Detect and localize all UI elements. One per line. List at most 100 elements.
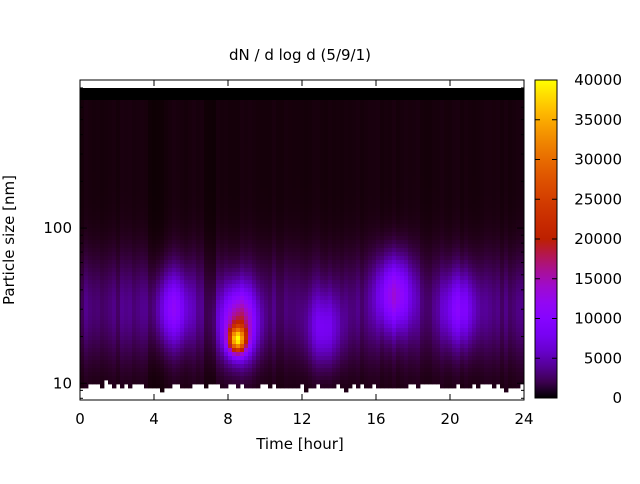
heatmap-cell	[136, 120, 141, 125]
heatmap-cell	[224, 188, 229, 193]
heatmap-cell	[160, 124, 165, 129]
heatmap-cell	[216, 240, 221, 245]
heatmap-cell	[88, 240, 93, 245]
heatmap-cell	[256, 160, 261, 165]
heatmap-cell	[84, 84, 89, 89]
heatmap-cell	[212, 300, 217, 305]
heatmap-cell	[244, 176, 249, 181]
heatmap-cell	[152, 360, 157, 365]
heatmap-cell	[240, 316, 245, 321]
heatmap-cell	[276, 196, 281, 201]
heatmap-cell	[164, 204, 169, 209]
heatmap-cell	[136, 164, 141, 169]
heatmap-cell	[128, 268, 133, 273]
heatmap-cell	[132, 280, 137, 285]
heatmap-cell	[312, 88, 317, 93]
heatmap-cell	[156, 300, 161, 305]
heatmap-cell	[336, 320, 341, 325]
heatmap-cell	[152, 108, 157, 113]
heatmap-cell	[232, 212, 237, 217]
heatmap-cell	[296, 180, 301, 185]
heatmap-cell	[216, 340, 221, 345]
heatmap-cell	[92, 180, 97, 185]
heatmap-cell	[256, 296, 261, 301]
heatmap-cell	[144, 328, 149, 333]
heatmap-cell	[132, 200, 137, 205]
heatmap-cell	[276, 380, 281, 385]
heatmap-cell	[328, 232, 333, 237]
heatmap-cell	[156, 88, 161, 93]
heatmap-cell	[84, 172, 89, 177]
heatmap-cell	[272, 200, 277, 205]
heatmap-cell	[256, 272, 261, 277]
heatmap-cell	[260, 316, 265, 321]
heatmap-cell	[100, 144, 105, 149]
heatmap-cell	[148, 192, 153, 197]
heatmap-cell	[168, 132, 173, 137]
heatmap-cell	[304, 336, 309, 341]
heatmap-cell	[184, 288, 189, 293]
heatmap-cell	[200, 296, 205, 301]
heatmap-cell	[232, 240, 237, 245]
heatmap-cell	[300, 364, 305, 369]
heatmap-cell	[272, 324, 277, 329]
heatmap-cell	[148, 240, 153, 245]
heatmap-cell	[144, 256, 149, 261]
heatmap-cell	[248, 220, 253, 225]
heatmap-cell	[240, 260, 245, 265]
heatmap-cell	[200, 136, 205, 141]
heatmap-cell	[272, 272, 277, 277]
heatmap-cell	[236, 220, 241, 225]
heatmap-cell	[96, 228, 101, 233]
heatmap-cell	[100, 240, 105, 245]
heatmap-cell	[132, 244, 137, 249]
heatmap-cell	[220, 216, 225, 221]
heatmap-cell	[204, 88, 209, 93]
heatmap-cell	[156, 292, 161, 297]
heatmap-cell	[164, 288, 169, 293]
heatmap-cell	[184, 372, 189, 377]
heatmap-cell	[172, 80, 177, 85]
heatmap-cell	[124, 344, 129, 349]
heatmap-cell	[80, 384, 85, 389]
heatmap-cell	[196, 308, 201, 313]
heatmap-cell	[276, 376, 281, 381]
heatmap-cell	[236, 172, 241, 177]
heatmap-cell	[120, 348, 125, 353]
heatmap-cell	[328, 272, 333, 277]
heatmap-cell	[224, 180, 229, 185]
heatmap-cell	[216, 92, 221, 97]
heatmap-cell	[260, 372, 265, 377]
heatmap-cell	[92, 120, 97, 125]
heatmap-cell	[144, 160, 149, 165]
heatmap-cell	[232, 260, 237, 265]
heatmap-cell	[244, 280, 249, 285]
heatmap-cell	[196, 260, 201, 265]
heatmap-cell	[152, 308, 157, 313]
heatmap-cell	[188, 132, 193, 137]
heatmap-cell	[168, 216, 173, 221]
heatmap-cell	[160, 92, 165, 97]
heatmap-cell	[284, 240, 289, 245]
heatmap-cell	[336, 224, 341, 229]
heatmap-cell	[192, 208, 197, 213]
heatmap-cell	[300, 216, 305, 221]
heatmap-cell	[224, 312, 229, 317]
heatmap-cell	[220, 252, 225, 257]
heatmap-cell	[296, 280, 301, 285]
heatmap-cell	[120, 260, 125, 265]
heatmap-cell	[160, 120, 165, 125]
heatmap-cell	[288, 264, 293, 269]
heatmap-cell	[124, 352, 129, 357]
heatmap-cell	[224, 372, 229, 377]
heatmap-cell	[112, 260, 117, 265]
heatmap-cell	[240, 124, 245, 129]
heatmap-cell	[260, 168, 265, 173]
heatmap-cell	[132, 144, 137, 149]
heatmap-cell	[140, 344, 145, 349]
heatmap-cell	[212, 236, 217, 241]
heatmap-cell	[324, 288, 329, 293]
heatmap-cell	[92, 264, 97, 269]
heatmap-cell	[152, 156, 157, 161]
heatmap-cell	[268, 152, 273, 157]
